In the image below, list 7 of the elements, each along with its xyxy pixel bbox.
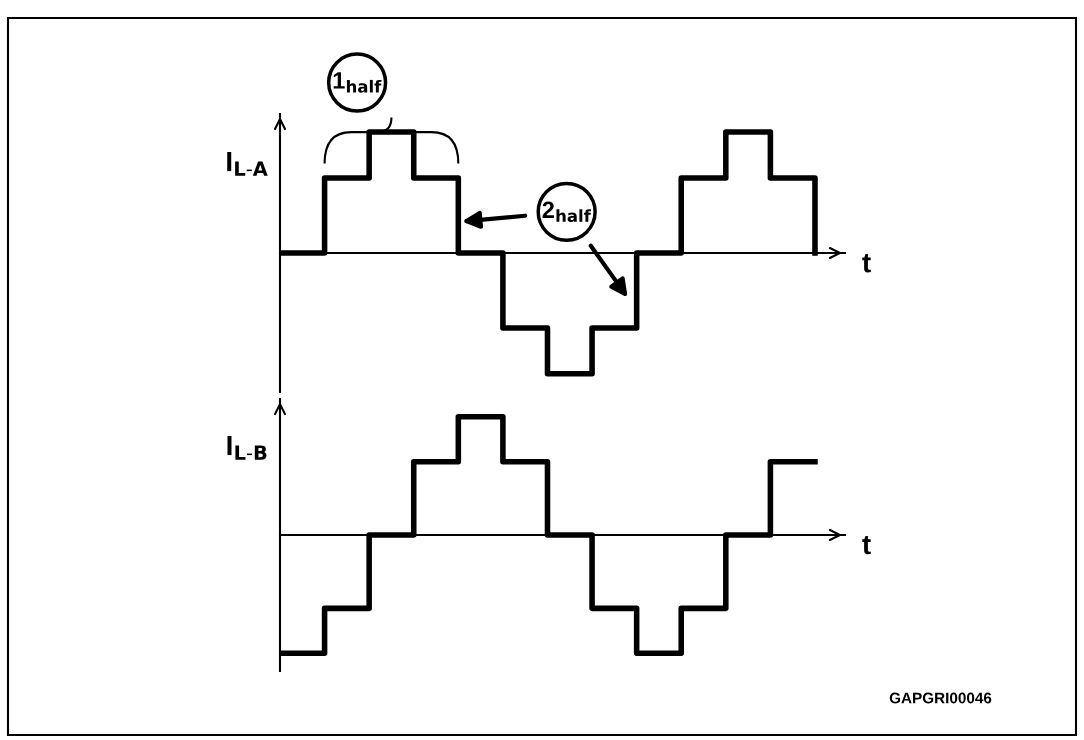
text: GAPGRI00046	[889, 692, 992, 704]
text: 1$_{half}$	[333, 72, 382, 93]
y-axis-title: I$_{L-A}$	[227, 152, 268, 176]
y-axis-title: I$_{L-B}$	[227, 435, 267, 460]
x-axis-title: t	[862, 254, 871, 273]
x-axis-title: t	[862, 535, 871, 555]
annotation: 2$_{half}$	[542, 201, 592, 223]
